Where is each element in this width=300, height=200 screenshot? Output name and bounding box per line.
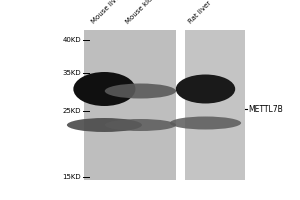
Ellipse shape	[176, 74, 235, 103]
Text: 35KD: 35KD	[62, 70, 81, 76]
Ellipse shape	[170, 116, 241, 130]
Ellipse shape	[73, 72, 136, 106]
Bar	[184, 30, 244, 180]
Text: Mouse kidney: Mouse kidney	[124, 0, 163, 25]
Text: 40KD: 40KD	[62, 37, 81, 43]
Text: 25KD: 25KD	[62, 108, 81, 114]
Text: METTL7B: METTL7B	[249, 104, 284, 114]
Ellipse shape	[105, 83, 176, 98]
Ellipse shape	[67, 118, 142, 132]
Text: Mouse liver: Mouse liver	[90, 0, 123, 25]
Text: 15KD: 15KD	[62, 174, 81, 180]
Bar	[84, 30, 176, 180]
Ellipse shape	[105, 119, 176, 131]
Text: Rat liver: Rat liver	[188, 0, 212, 25]
